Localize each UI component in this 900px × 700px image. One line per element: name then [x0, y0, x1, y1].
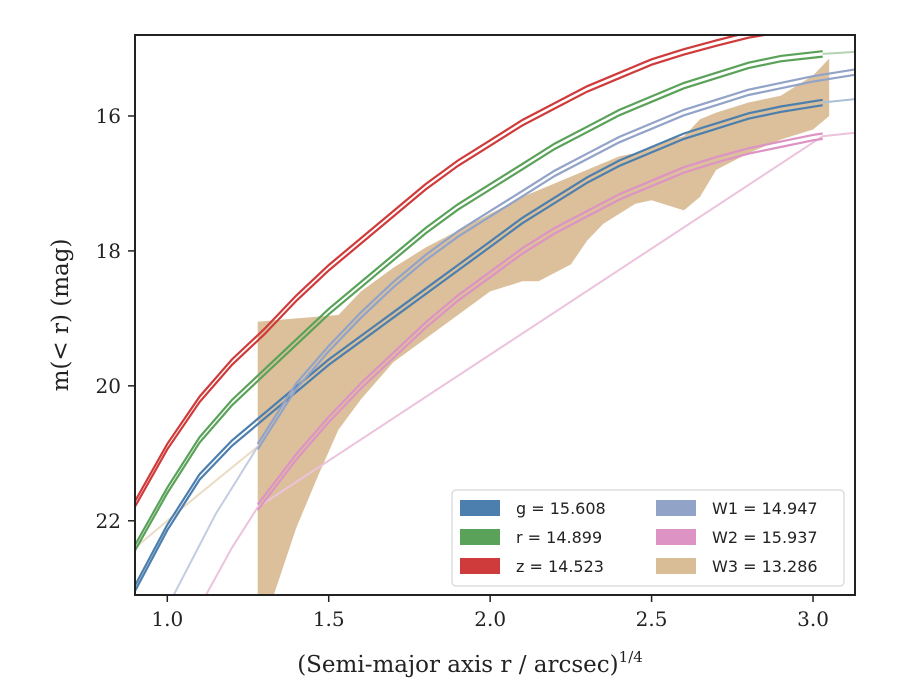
legend-label-w3: W3 = 13.286	[712, 557, 818, 576]
y-tick-label: 20	[96, 374, 121, 398]
plot-frame	[134, 34, 856, 596]
x-axis-label-superscript: 1/4	[619, 648, 643, 666]
y-axis-label: m(< r) (mag)	[48, 239, 74, 392]
legend-swatch-w2	[656, 529, 696, 545]
x-tick-label: 3.0	[797, 607, 829, 631]
legend-swatch-w3	[656, 558, 696, 574]
x-tick-label: 2.5	[636, 607, 668, 631]
y-tick-label: 18	[96, 239, 121, 263]
series-r-extension	[822, 50, 855, 55]
x-axis-label: (Semi-major axis r / arcsec)1/4	[297, 648, 643, 678]
series-w2-line-lower	[256, 137, 823, 511]
x-tick-label: 1.0	[151, 607, 183, 631]
series-z-extension	[823, 24, 855, 25]
legend: g = 15.608 r = 14.899 z = 14.523 W1 = 14.94…	[451, 489, 845, 587]
series-g-line	[135, 98, 823, 587]
series-w1-line	[256, 68, 855, 445]
series-r-line	[135, 50, 823, 546]
series-w2-extension	[205, 131, 855, 595]
series-w2-line	[256, 132, 823, 506]
legend-swatch-r	[460, 529, 500, 545]
series-z-line-lower	[135, 35, 772, 508]
series-r-line-lower	[135, 55, 823, 552]
legend-label-z: z = 14.523	[516, 557, 604, 576]
legend-swatch-w1	[656, 500, 696, 516]
series-g-line-lower	[135, 104, 823, 592]
legend-label-r: r = 14.899	[516, 528, 602, 547]
series-z-line	[135, 35, 743, 502]
legend-swatch-z	[460, 558, 500, 574]
legend-label-g: g = 15.608	[516, 499, 606, 518]
series-w1-extension	[172, 446, 259, 595]
legend-label-w1: W1 = 14.947	[712, 499, 818, 518]
y-tick-label: 22	[96, 509, 121, 533]
y-tick-label: 16	[96, 104, 121, 128]
series-w1-line-lower	[256, 73, 855, 450]
x-tick-label: 2.0	[474, 607, 506, 631]
series-g-extension	[822, 98, 855, 104]
series-w3-band	[257, 58, 830, 595]
legend-label-w2: W2 = 15.937	[712, 528, 818, 547]
legend-box	[451, 489, 845, 587]
legend-swatch-g	[460, 500, 500, 516]
series-w3-extension	[135, 445, 259, 549]
x-tick-label: 1.5	[313, 607, 345, 631]
